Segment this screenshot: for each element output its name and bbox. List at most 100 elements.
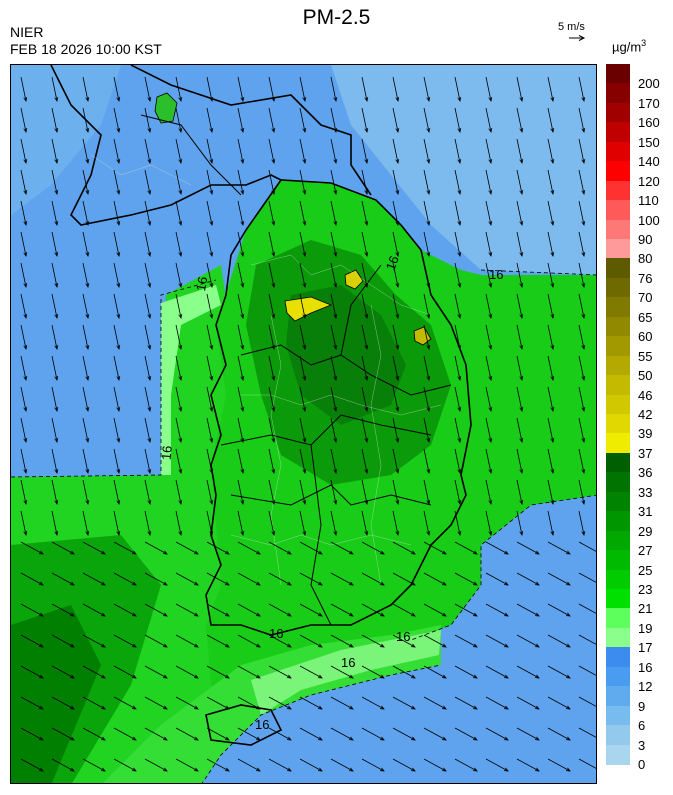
wind-arrow (51, 355, 59, 381)
colorbar-label: 76 (638, 270, 653, 286)
wind-arrow (392, 386, 400, 412)
colorbar-label: 27 (638, 543, 653, 559)
wind-arrow (516, 479, 524, 505)
wind-arrow (237, 665, 261, 679)
wind-arrow (268, 448, 276, 474)
wind-arrow (82, 417, 90, 443)
wind-arrow (237, 541, 261, 555)
wind-arrow (423, 572, 447, 586)
wind-arrow (113, 386, 121, 412)
wind-arrow (268, 417, 276, 443)
wind-arrow (206, 355, 214, 381)
wind-arrow (206, 634, 230, 648)
wind-arrow (268, 293, 276, 319)
wind-arrow (299, 665, 323, 679)
wind-arrow (516, 200, 524, 226)
wind-arrow (423, 727, 447, 741)
wind-arrow (392, 231, 400, 257)
wind-arrow (268, 510, 276, 536)
colorbar-label: 46 (638, 387, 653, 403)
colorbar-label: 70 (638, 290, 653, 306)
wind-arrow (206, 262, 214, 288)
wind-arrow (361, 727, 385, 741)
wind-arrow (361, 510, 369, 536)
wind-arrow (361, 758, 385, 772)
wind-arrow (392, 417, 400, 443)
wind-arrow (299, 448, 307, 474)
wind-arrow (485, 200, 493, 226)
wind-arrow (51, 665, 75, 679)
wind-arrow (268, 169, 276, 195)
wind-arrow (144, 665, 168, 679)
wind-arrow (113, 293, 121, 319)
colorbar-swatch (606, 666, 630, 687)
wind-arrow (206, 603, 230, 617)
wind-arrow (485, 448, 493, 474)
wind-arrow (20, 169, 28, 195)
wind-arrow (144, 696, 168, 710)
colorbar-label: 170 (638, 95, 660, 111)
wind-arrow (268, 665, 292, 679)
colorbar-swatch (606, 511, 630, 532)
wind-arrow (144, 727, 168, 741)
wind-arrow (144, 324, 152, 350)
wind-arrow (113, 727, 137, 741)
wind-arrow (485, 138, 493, 164)
wind-arrow (423, 324, 431, 350)
wind-arrow (485, 696, 509, 710)
wind-arrow (113, 138, 121, 164)
wind-arrow (578, 355, 586, 381)
wind-arrow (330, 479, 338, 505)
wind-arrow (516, 262, 524, 288)
wind-arrow (578, 510, 586, 536)
wind-arrow (82, 541, 106, 555)
wind-arrow (268, 634, 292, 648)
wind-arrow (237, 355, 245, 381)
wind-arrow (51, 634, 75, 648)
wind-arrow (516, 324, 524, 350)
wind-arrow (144, 76, 152, 102)
colorbar-label: 39 (638, 426, 653, 442)
wind-arrow (51, 417, 59, 443)
wind-arrow (516, 634, 540, 648)
colorbar-swatch (606, 589, 630, 610)
wind-arrow (299, 324, 307, 350)
wind-arrow (206, 665, 230, 679)
wind-arrow (144, 448, 152, 474)
wind-arrow (20, 200, 28, 226)
colorbar-swatch (606, 705, 630, 726)
colorbar-swatch (606, 161, 630, 182)
wind-arrow (51, 510, 59, 536)
wind-arrow (330, 355, 338, 381)
wind-arrow (578, 293, 586, 319)
wind-arrow (299, 138, 307, 164)
wind-arrow (237, 76, 245, 102)
wind-arrow (578, 634, 596, 645)
wind-arrow (485, 107, 493, 133)
wind-arrow (144, 634, 168, 648)
concentration-map[interactable]: 16 16 16 16 16 16 16 16 (10, 64, 597, 784)
wind-arrow (423, 541, 447, 555)
hotspot-northwest (154, 92, 178, 124)
wind-arrow (454, 138, 462, 164)
wind-arrow (144, 107, 152, 133)
wind-arrow (330, 541, 354, 555)
wind-arrow (113, 76, 121, 102)
wind-arrow (392, 200, 400, 226)
wind-arrow (361, 200, 369, 226)
colorbar-swatch (606, 608, 630, 629)
wind-arrow (330, 169, 338, 195)
wind-arrow (206, 169, 214, 195)
wind-arrow (268, 200, 276, 226)
wind-arrow (361, 665, 385, 679)
wind-arrow (299, 262, 307, 288)
colorbar-swatch (606, 64, 630, 85)
wind-arrow (144, 572, 168, 586)
colorbar-swatch (606, 414, 630, 435)
colorbar-label: 36 (638, 465, 653, 481)
wind-arrow (330, 200, 338, 226)
colorbar-label: 65 (638, 309, 653, 325)
wind-arrow (547, 510, 555, 536)
wind-arrow (547, 665, 571, 679)
wind-arrow (516, 169, 524, 195)
